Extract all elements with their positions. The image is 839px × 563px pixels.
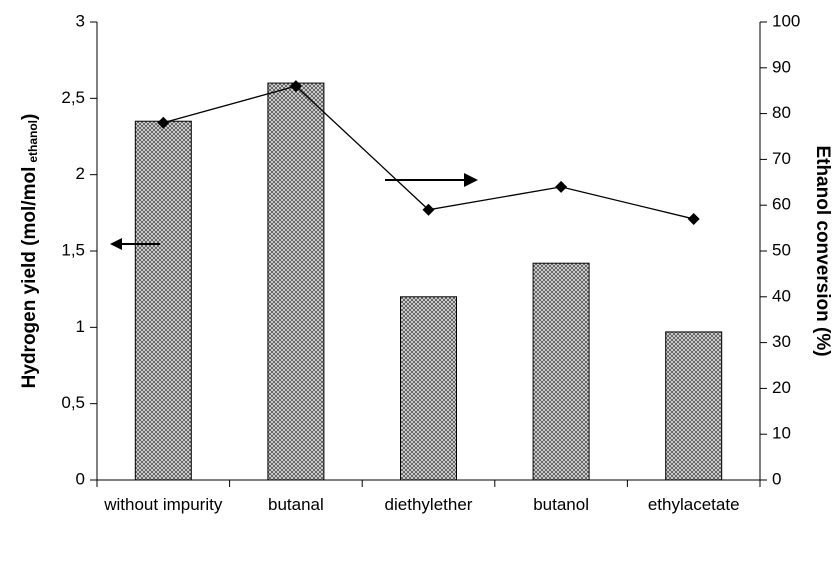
y2-tick-label: 30 (772, 332, 791, 351)
bar (267, 82, 325, 481)
y-label-text: Hydrogen yield (mol/mol (19, 167, 40, 389)
y-tick-label: 3 (76, 11, 85, 30)
y-axis-label: Hydrogen yield (mol/mol ethanol) (19, 114, 40, 389)
marker (157, 116, 170, 129)
x-tick-label: diethylether (384, 495, 473, 514)
x-tick-label: butanal (268, 495, 324, 514)
x-tick-label-box: diethylether (384, 495, 473, 514)
y2-tick-label: 100 (772, 11, 800, 30)
marker (687, 212, 700, 225)
y-tick-label: 0 (76, 469, 85, 488)
y2-tick-label: 10 (772, 424, 791, 443)
bar (134, 120, 192, 481)
x-tick-label-box: butanal (268, 495, 324, 514)
y-tick-label: 1 (76, 317, 85, 336)
bar (400, 296, 457, 481)
y2-tick-label: 90 (772, 57, 791, 76)
x-tick-label: ethylacetate (647, 495, 740, 514)
bar (665, 331, 723, 481)
y-tick-label: 1,5 (61, 240, 85, 259)
x-tick-label-box: butanol (533, 495, 589, 514)
x-tick-label-box: without impurity (104, 495, 223, 514)
line (163, 85, 694, 220)
y2-tick-label: 40 (772, 286, 791, 305)
marker (289, 80, 302, 93)
y-tick-label: 0,5 (61, 393, 85, 412)
y2-tick-label: 80 (772, 103, 791, 122)
marker (422, 203, 435, 216)
x-tick-label-box: ethylacetate (647, 495, 740, 514)
y-tick-label: 2,5 (61, 88, 85, 107)
x-tick-label: butanol (533, 495, 589, 514)
y2-tick-label: 20 (772, 378, 791, 397)
y-label-sub: ethanol (26, 120, 40, 163)
arrow-right-head (464, 173, 478, 187)
y2-tick-label: 50 (772, 240, 791, 259)
y2-tick-label: 60 (772, 195, 791, 214)
x-tick-label: without impurity (104, 495, 223, 514)
y2-tick-label: 70 (772, 149, 791, 168)
arrow-left-head (110, 238, 122, 250)
bar (532, 262, 590, 481)
marker (555, 180, 568, 193)
y2-axis-label: Ethanol conversion (%) (812, 145, 833, 356)
y-label-close: ) (19, 114, 40, 120)
y2-tick-label: 0 (772, 469, 781, 488)
y-tick-label: 2 (76, 164, 85, 183)
